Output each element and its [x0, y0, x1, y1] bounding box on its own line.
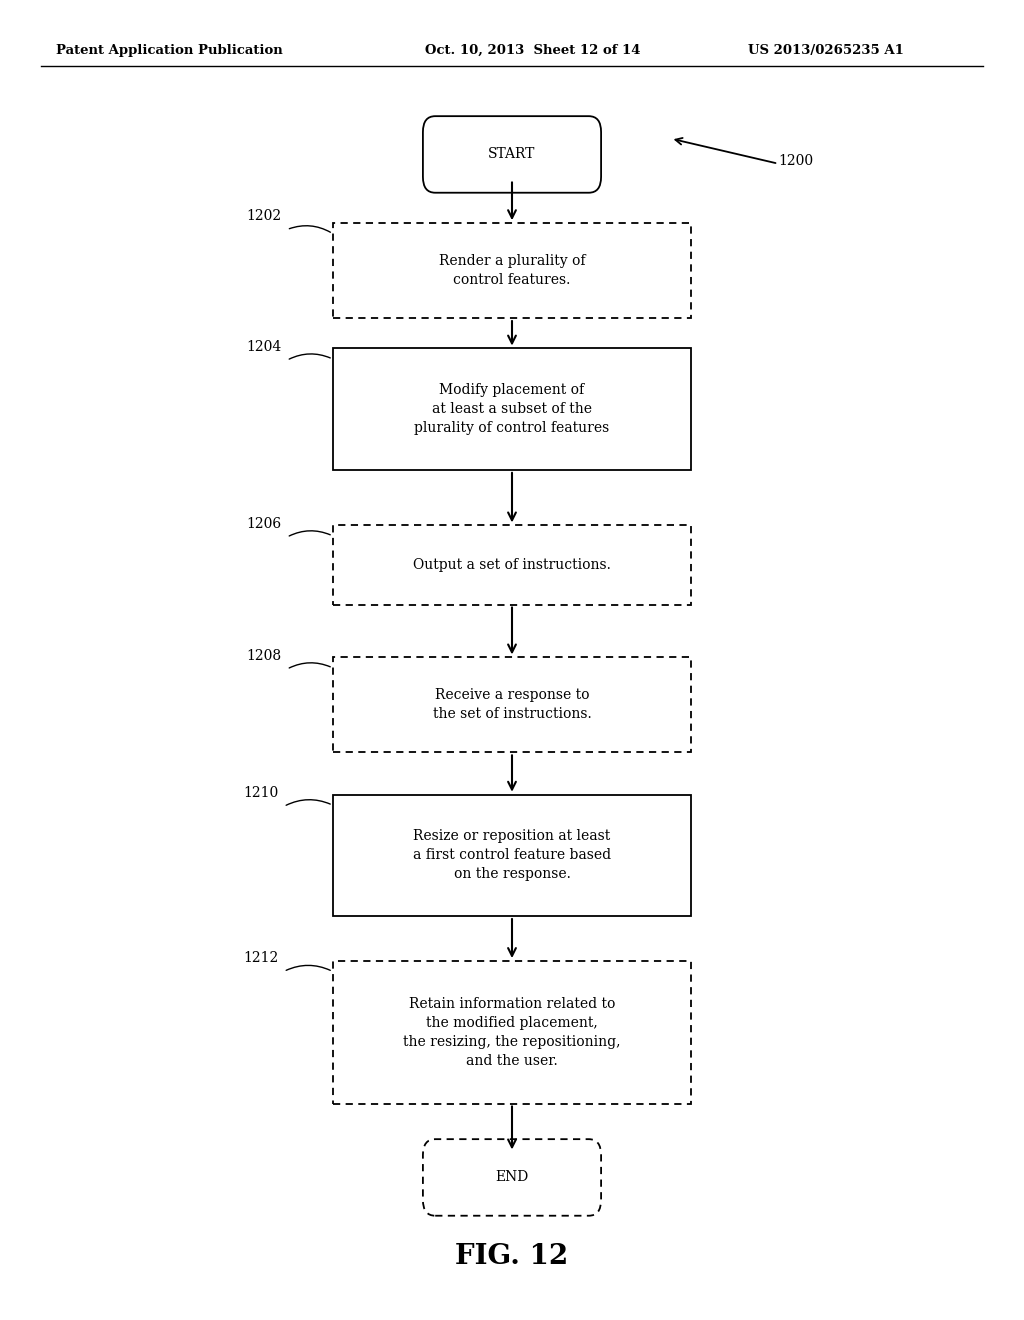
- Text: FIG. 12: FIG. 12: [456, 1243, 568, 1270]
- Text: Resize or reposition at least
a first control feature based
on the response.: Resize or reposition at least a first co…: [413, 829, 611, 882]
- Text: 1210: 1210: [244, 787, 279, 800]
- FancyBboxPatch shape: [423, 116, 601, 193]
- Text: Retain information related to
the modified placement,
the resizing, the repositi: Retain information related to the modifi…: [403, 997, 621, 1068]
- Text: Patent Application Publication: Patent Application Publication: [56, 44, 283, 57]
- Text: 1212: 1212: [244, 952, 279, 965]
- FancyBboxPatch shape: [333, 525, 691, 605]
- Text: 1208: 1208: [247, 649, 282, 663]
- FancyBboxPatch shape: [333, 795, 691, 916]
- FancyBboxPatch shape: [333, 223, 691, 318]
- Text: 1202: 1202: [247, 210, 282, 223]
- Text: START: START: [488, 148, 536, 161]
- Text: 1204: 1204: [247, 341, 282, 354]
- Text: Receive a response to
the set of instructions.: Receive a response to the set of instruc…: [432, 689, 592, 721]
- Text: Output a set of instructions.: Output a set of instructions.: [413, 558, 611, 572]
- Text: Render a plurality of
control features.: Render a plurality of control features.: [438, 255, 586, 286]
- Text: Oct. 10, 2013  Sheet 12 of 14: Oct. 10, 2013 Sheet 12 of 14: [425, 44, 640, 57]
- FancyBboxPatch shape: [333, 348, 691, 470]
- Text: 1200: 1200: [778, 154, 813, 168]
- Text: END: END: [496, 1171, 528, 1184]
- FancyBboxPatch shape: [333, 657, 691, 752]
- FancyBboxPatch shape: [333, 961, 691, 1104]
- Text: Modify placement of
at least a subset of the
plurality of control features: Modify placement of at least a subset of…: [415, 383, 609, 436]
- FancyBboxPatch shape: [423, 1139, 601, 1216]
- Text: 1206: 1206: [247, 517, 282, 531]
- Text: US 2013/0265235 A1: US 2013/0265235 A1: [748, 44, 903, 57]
